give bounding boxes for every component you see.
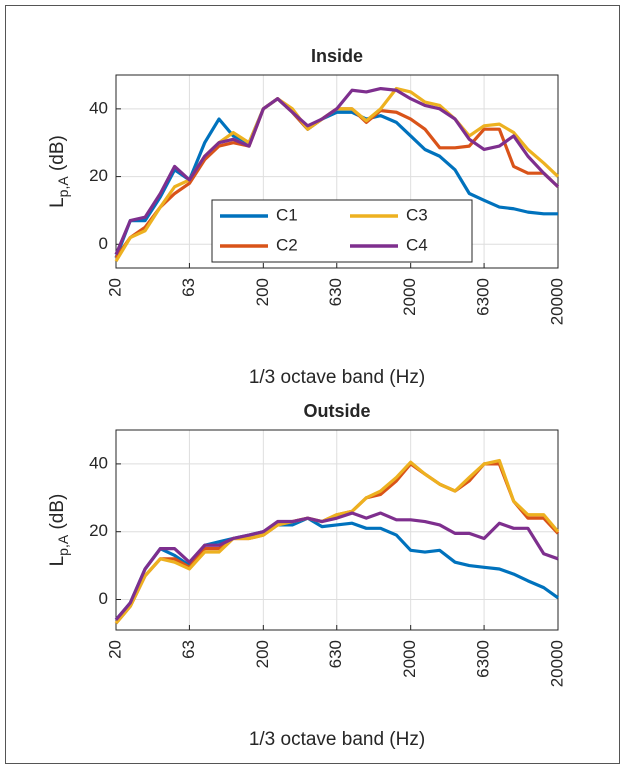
- x-tick-label: 200: [253, 278, 272, 306]
- y-tick-label: 0: [99, 589, 108, 608]
- x-tick-label: 20: [105, 278, 124, 297]
- y-axis-label: Lp,A (dB): [47, 494, 71, 567]
- y-axis-label-unit: (dB): [47, 135, 68, 171]
- y-axis-label: Lp,A (dB): [47, 135, 71, 208]
- series-line: [114, 86, 560, 256]
- legend-label: C4: [406, 235, 428, 254]
- x-tick-label: 20000: [547, 640, 566, 687]
- y-axis-label-unit: (dB): [47, 494, 68, 530]
- x-tick-label: 63: [179, 640, 198, 659]
- x-tick-label: 2000: [400, 278, 419, 316]
- x-axis-label: 1/3 octave band (Hz): [249, 729, 425, 750]
- y-axis-label-sub: p,A: [55, 176, 71, 198]
- x-tick-label: 6300: [474, 278, 493, 316]
- legend-label: C3: [406, 205, 428, 224]
- y-tick-label: 20: [89, 521, 108, 540]
- y-tick-label: 0: [99, 234, 108, 253]
- x-tick-label: 630: [326, 640, 345, 668]
- legend-label: C2: [276, 235, 298, 254]
- x-tick-label: 20000: [547, 278, 566, 325]
- x-tick-label: 2000: [400, 640, 419, 678]
- legend-box: [211, 199, 473, 263]
- y-axis-label-sub: p,A: [55, 534, 71, 556]
- series-line: [114, 511, 559, 621]
- y-tick-label: 40: [89, 98, 108, 117]
- x-tick-label: 63: [179, 278, 198, 297]
- chart-title: Outside: [303, 401, 370, 421]
- legend-label: C1: [276, 205, 298, 224]
- chart-title: Inside: [311, 46, 363, 66]
- x-axis-label: 1/3 octave band (Hz): [249, 367, 425, 388]
- y-axis-label-main: L: [47, 556, 68, 567]
- axes-box: [115, 74, 559, 269]
- y-tick-label: 20: [89, 166, 108, 185]
- x-tick-label: 630: [326, 278, 345, 306]
- x-tick-label: 6300: [474, 640, 493, 678]
- x-tick-label: 20: [105, 640, 124, 659]
- y-tick-label: 40: [89, 453, 108, 472]
- y-axis-label-main: L: [47, 197, 68, 208]
- x-tick-label: 200: [253, 640, 272, 668]
- series-line: [114, 458, 560, 625]
